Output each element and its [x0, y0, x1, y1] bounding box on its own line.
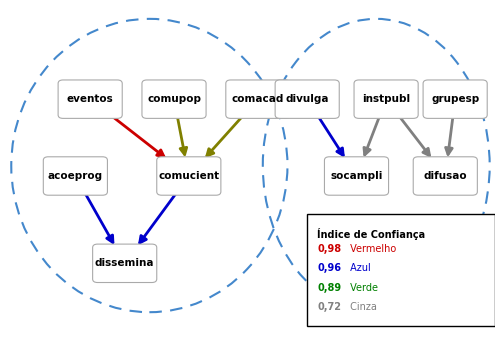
FancyBboxPatch shape: [324, 157, 388, 195]
Text: dissemina: dissemina: [95, 258, 154, 268]
Text: difusao: difusao: [424, 171, 467, 181]
FancyBboxPatch shape: [142, 80, 206, 118]
Text: divulga: divulga: [285, 94, 329, 104]
Text: 0,89: 0,89: [317, 283, 341, 293]
FancyBboxPatch shape: [423, 80, 487, 118]
FancyBboxPatch shape: [157, 157, 221, 195]
Text: Verde: Verde: [347, 283, 377, 293]
Text: eventos: eventos: [67, 94, 114, 104]
FancyBboxPatch shape: [354, 80, 418, 118]
FancyBboxPatch shape: [58, 80, 122, 118]
Text: socampli: socampli: [330, 171, 383, 181]
FancyBboxPatch shape: [93, 244, 157, 283]
FancyBboxPatch shape: [413, 157, 477, 195]
Text: Índice de Confiança: Índice de Confiança: [317, 228, 425, 240]
Text: Cinza: Cinza: [347, 302, 376, 312]
Text: Vermelho: Vermelho: [347, 244, 396, 254]
Text: Azul: Azul: [347, 263, 371, 273]
Text: comucient: comucient: [158, 171, 219, 181]
FancyBboxPatch shape: [226, 80, 290, 118]
Text: grupesp: grupesp: [431, 94, 479, 104]
FancyBboxPatch shape: [43, 157, 108, 195]
Text: acoeprog: acoeprog: [48, 171, 103, 181]
Text: 0,98: 0,98: [317, 244, 341, 254]
Text: comacad: comacad: [232, 94, 284, 104]
Text: instpubl: instpubl: [362, 94, 410, 104]
Text: comupop: comupop: [147, 94, 201, 104]
Text: 0,72: 0,72: [317, 302, 341, 312]
Text: 0,96: 0,96: [317, 263, 341, 273]
FancyBboxPatch shape: [275, 80, 339, 118]
FancyBboxPatch shape: [307, 214, 495, 326]
